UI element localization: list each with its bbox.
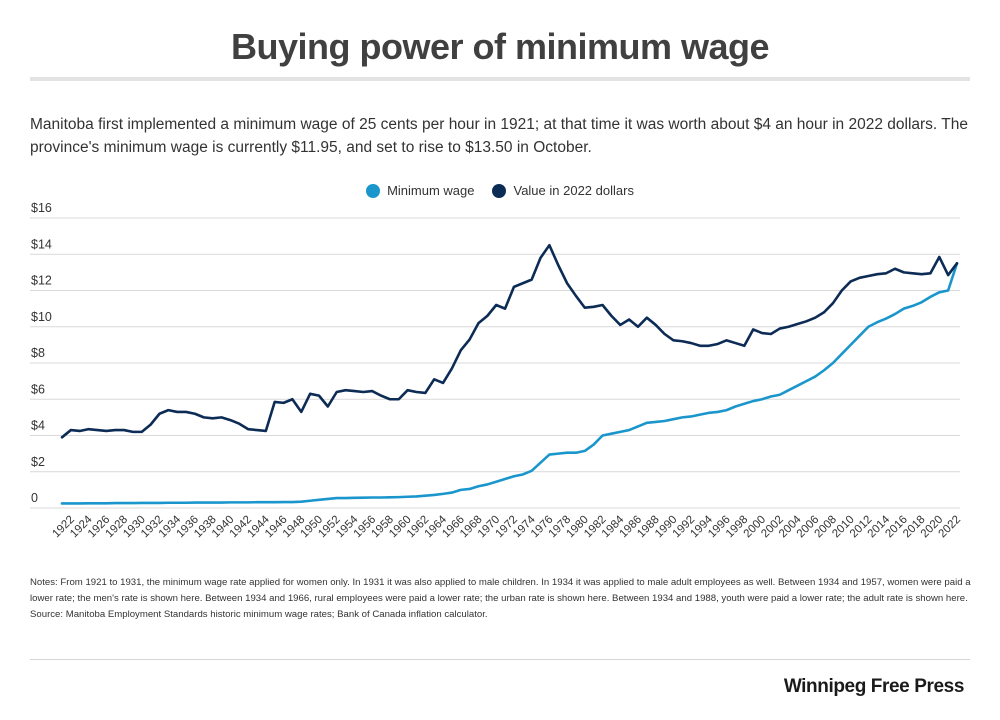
legend-item-value-2022: Value in 2022 dollars [492, 183, 634, 198]
legend-swatch-value-2022 [492, 183, 507, 198]
publisher-logo: Winnipeg Free Press [783, 676, 965, 697]
legend-item-minimum-wage: Minimum wage [366, 183, 474, 198]
chart-subtitle: Manitoba first implemented a minimum wag… [30, 116, 968, 156]
gridlines [30, 217, 960, 509]
y-tick-label: $2 [31, 455, 45, 469]
chart-title: Buying power of minimum wage [230, 26, 770, 67]
series-lines [60, 243, 959, 505]
y-tick-label: $4 [31, 419, 45, 433]
legend-swatch-minimum-wage [366, 183, 381, 198]
y-axis-ticks: 0 $2 $4 $6 $8 $10 $12 $14 $16 [31, 201, 52, 505]
y-tick-label: $8 [31, 346, 45, 360]
series-line-minimum-wage [60, 262, 959, 505]
y-tick-label: $16 [31, 201, 52, 215]
series-line-value-2022 [60, 243, 959, 439]
chart-legend: Minimum wage Value in 2022 dollars [0, 183, 1000, 198]
legend-label-minimum-wage: Minimum wage [387, 183, 475, 198]
y-tick-label: $10 [31, 310, 52, 324]
y-tick-label: $6 [31, 382, 45, 396]
y-tick-label: 0 [31, 491, 38, 505]
title-divider [30, 77, 970, 81]
line-chart: 0 $2 $4 $6 $8 $10 $12 $14 $16 192219241926192819… [30, 201, 963, 540]
legend-label-value-2022: Value in 2022 dollars [513, 183, 634, 198]
footer-divider [30, 659, 970, 660]
chart-notes: Notes: From 1921 to 1931, the minimum wa… [30, 577, 971, 620]
y-tick-label: $14 [31, 237, 52, 251]
y-tick-label: $12 [31, 274, 52, 288]
x-axis-ticks: 1922192419261928193019321934193619381940… [50, 513, 963, 540]
